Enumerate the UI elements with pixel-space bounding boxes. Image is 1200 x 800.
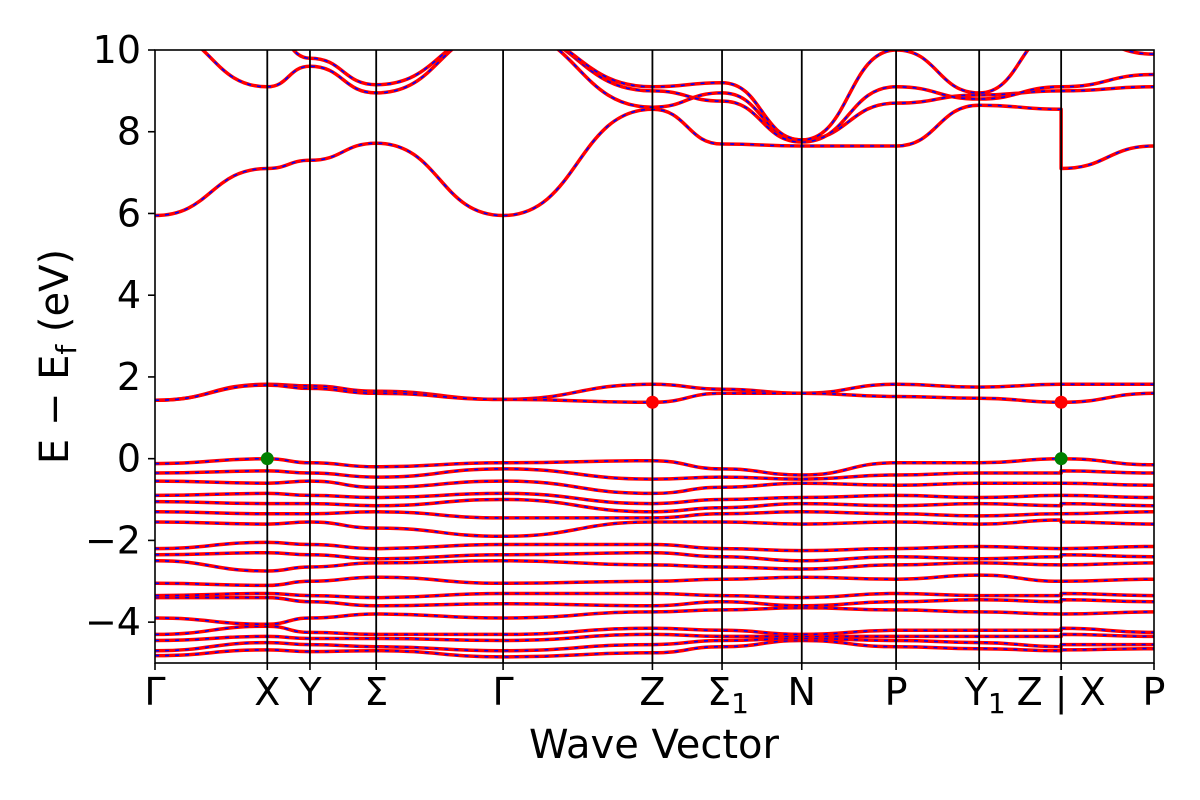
x-tick-label-4: Γ [492, 670, 513, 714]
band-overlay-17 [155, 457, 1154, 476]
band-overlay-6 [155, 592, 1154, 599]
x-tick-label-7: N [788, 670, 816, 714]
kpoint-lines-layer [266, 50, 1063, 663]
band-overlay-1 [155, 637, 1154, 652]
x-tick-label-5: Z [639, 670, 665, 714]
band-overlay-5 [155, 596, 1154, 607]
marker-cbm-3 [1054, 395, 1068, 409]
band-overlay-16 [155, 468, 1154, 480]
x-tick-label-0: Γ [144, 670, 165, 714]
band-overlay-21 [201, 50, 1154, 141]
marker-vbm-0 [260, 452, 274, 466]
x-tick-label-9: Y1 [964, 670, 1006, 720]
ticks-layer: −4 −2 0 2 4 6 8 10 Γ X Y Σ Γ Z Σ1 N P Y1 Z | X P [85, 28, 1165, 720]
y-tick-label-0: −4 [85, 600, 141, 644]
axes-layer [154, 49, 1155, 664]
band-overlay-11 [155, 519, 1154, 538]
x-tick-label-1: X [254, 670, 280, 714]
band-overlay-13 [155, 498, 1154, 513]
band-overlay-10 [155, 541, 1154, 552]
x-tick-label-6: Σ1 [707, 670, 749, 720]
y-tick-label-7: 10 [93, 28, 141, 72]
y-tick-label-4: 4 [117, 273, 141, 317]
marker-cbm-2 [645, 395, 659, 409]
y-axis-label-text: E − Ef (eV) [32, 249, 83, 464]
band-overlay-15 [155, 480, 1154, 495]
y-tick-label-5: 6 [117, 191, 141, 235]
plot-frame [154, 49, 1155, 664]
band-overlay-14 [155, 492, 1154, 505]
band-overlay-23 [565, 50, 1154, 141]
band-overlay-3 [155, 625, 1154, 636]
band-overlay-9 [155, 551, 1154, 562]
x-axis-label: Wave Vector [529, 722, 780, 768]
y-axis-label: E − Ef (eV) [32, 249, 83, 464]
band-overlay-20 [155, 104, 1154, 217]
y-tick-label-1: −2 [85, 518, 141, 562]
band-overlay-4 [155, 606, 1154, 626]
band-overlay-7 [155, 574, 1154, 587]
band-overlay-8 [155, 559, 1154, 572]
x-tick-label-11: P [1143, 670, 1166, 714]
band-overlay-2 [155, 633, 1154, 642]
band-overlay-18 [155, 383, 1154, 401]
band-overlay-19 [155, 384, 1154, 404]
x-tick-label-8: P [885, 670, 908, 714]
band-overlay-12 [155, 510, 1154, 519]
y-tick-label-3: 2 [117, 355, 141, 399]
x-tick-label-10: Z | X [1017, 670, 1106, 715]
x-tick-label-2: Y [297, 670, 322, 714]
x-tick-label-3: Σ [364, 670, 388, 714]
y-tick-label-6: 8 [117, 110, 141, 154]
y-tick-label-2: 0 [117, 437, 141, 481]
marker-vbm-1 [1054, 452, 1068, 466]
markers-layer [260, 395, 1068, 466]
